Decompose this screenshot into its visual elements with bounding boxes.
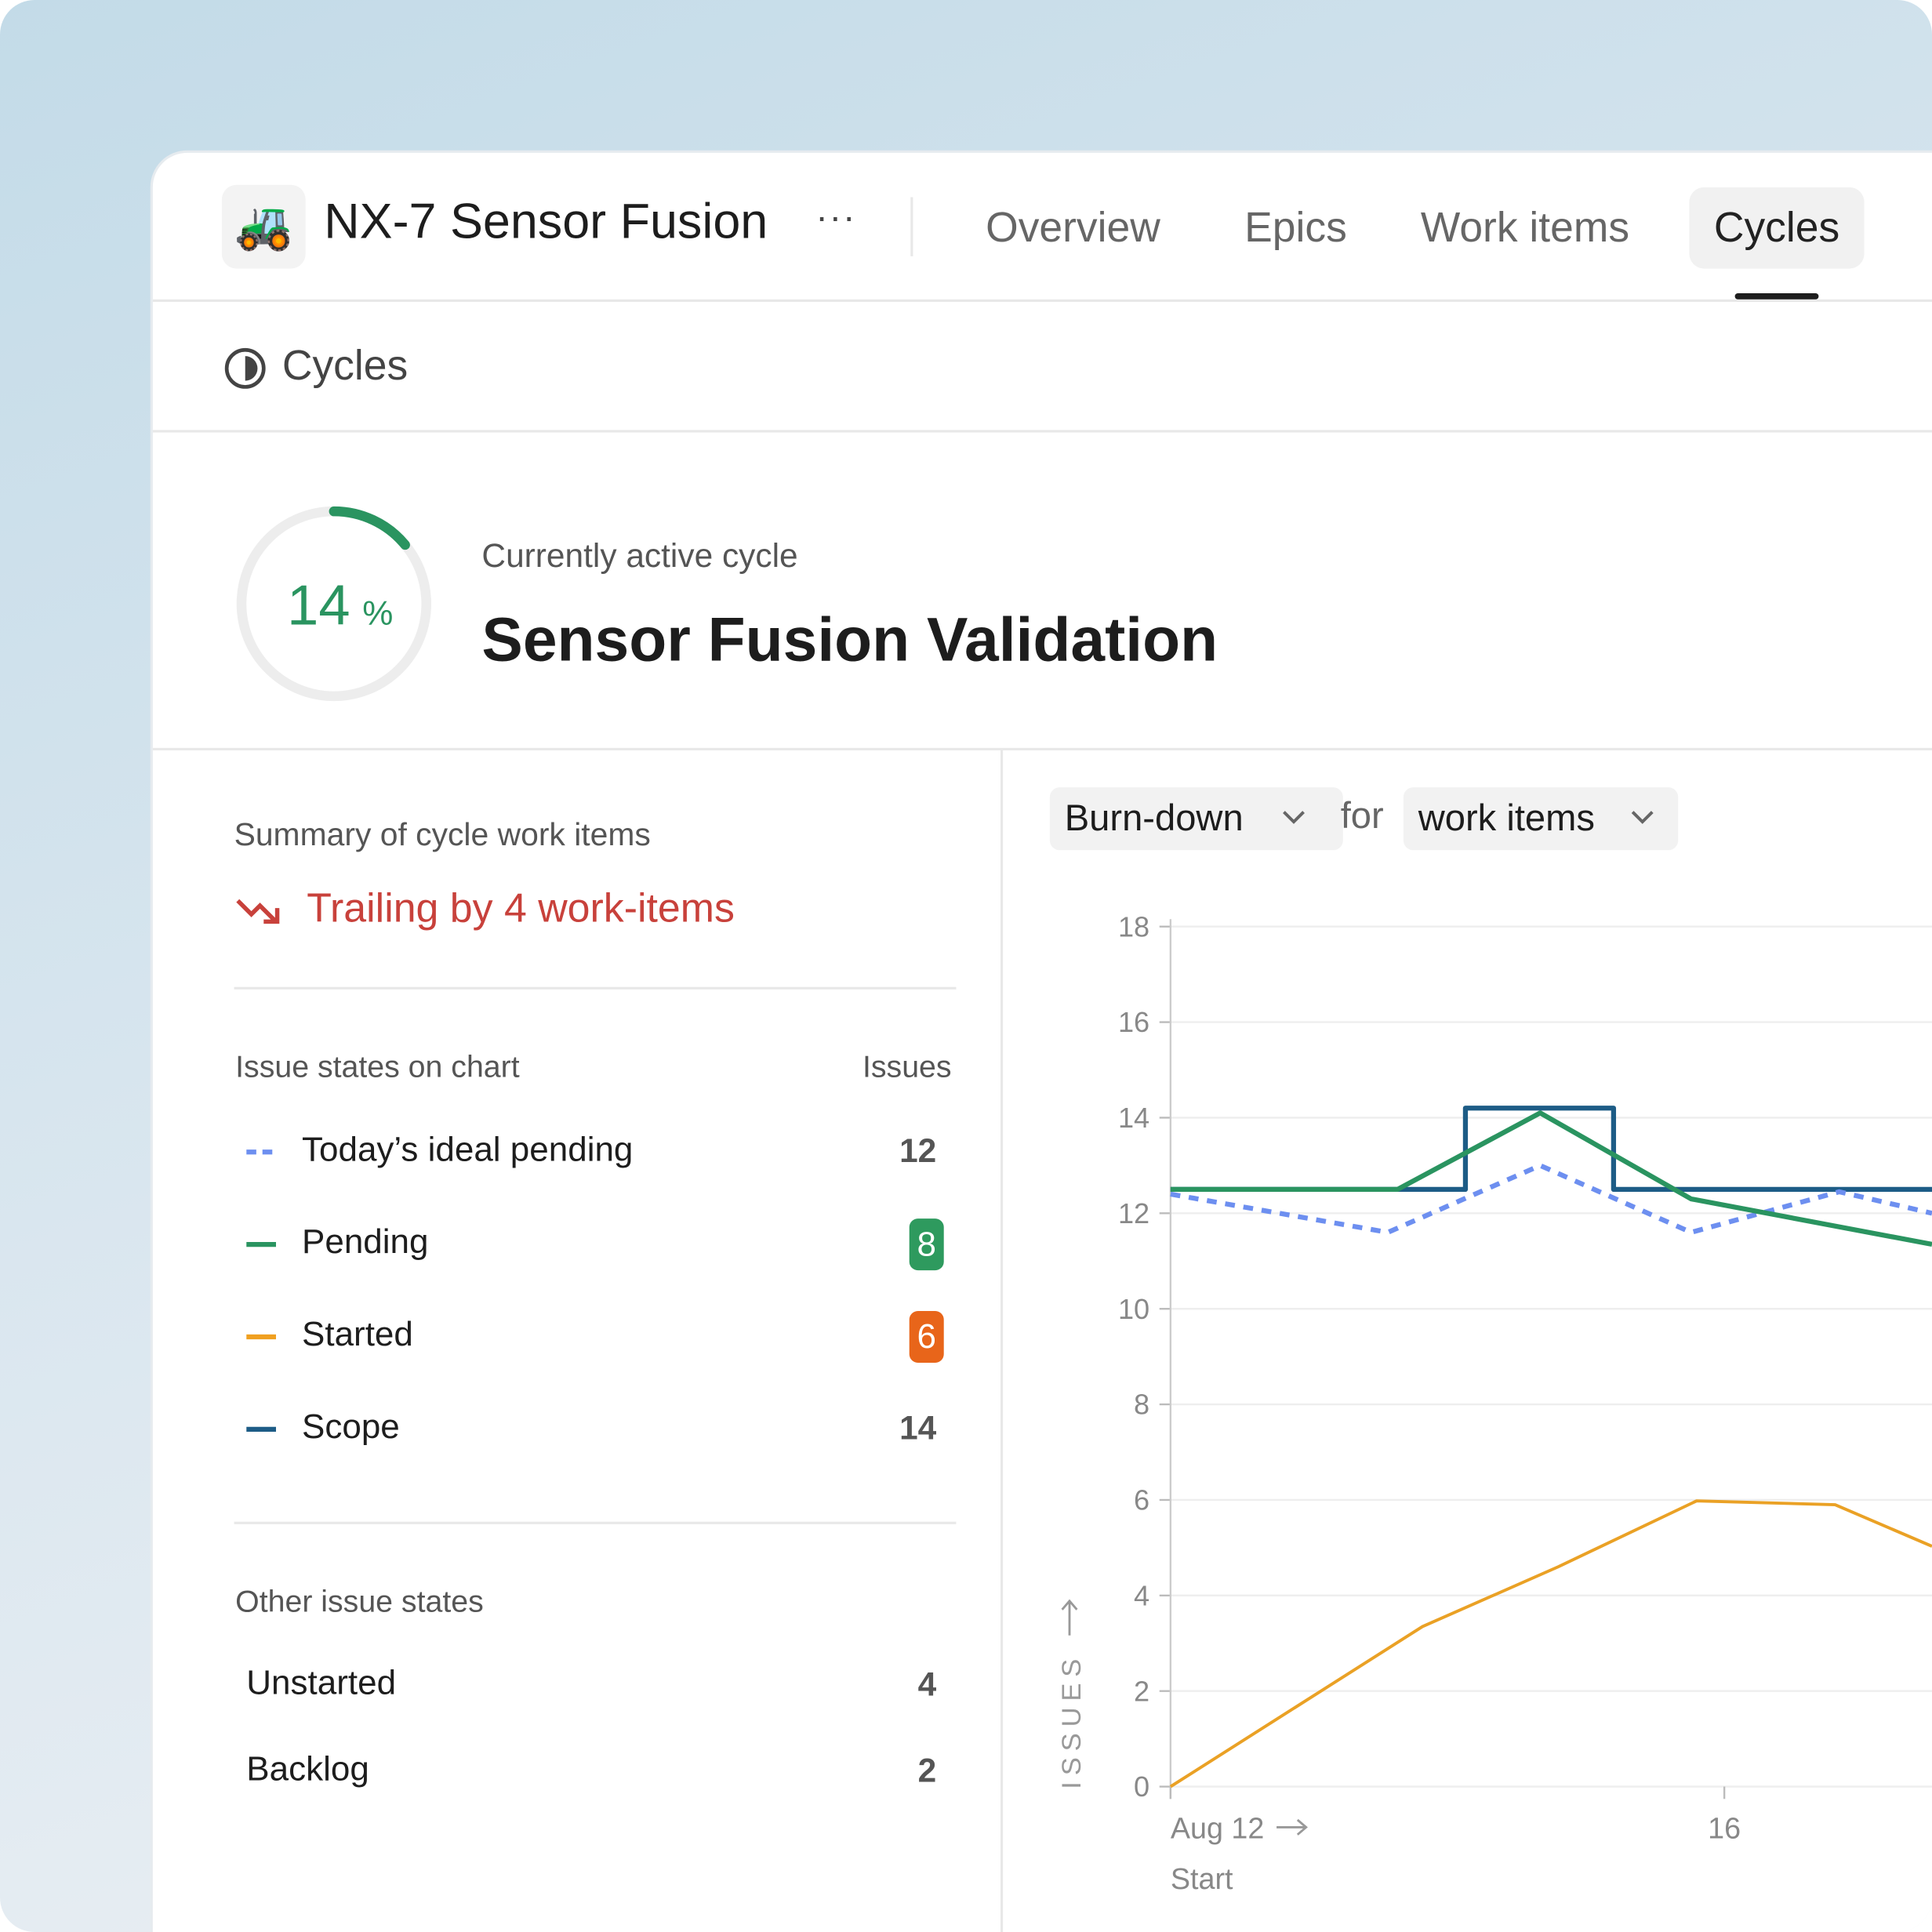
divider <box>152 747 1932 751</box>
y-tick-label: 12 <box>1118 1197 1149 1229</box>
tab[interactable]: Cycles <box>1689 187 1865 269</box>
count-header: Issues <box>862 1049 952 1084</box>
state-count-badge: 6 <box>909 1311 944 1364</box>
status: Trailing by 4 work-items <box>307 884 735 931</box>
header-divider <box>910 197 913 256</box>
y-axis-label: ISSUES <box>1057 1653 1087 1789</box>
legend-marker <box>246 1149 277 1155</box>
state-count: 14 <box>899 1409 937 1447</box>
entity: work items <box>1418 798 1595 840</box>
divider <box>234 1521 957 1524</box>
project-menu[interactable]: ··· <box>815 197 857 238</box>
y-tick-label: 0 <box>1134 1770 1149 1803</box>
state-count: 2 <box>917 1752 937 1789</box>
project-name: NX-7 Sensor Fusion <box>324 194 768 249</box>
y-tick-label: 8 <box>1134 1389 1149 1421</box>
divider <box>152 299 1932 303</box>
chevron <box>1283 811 1305 824</box>
tab[interactable]: Work items <box>1420 204 1630 252</box>
state-count: 12 <box>899 1132 937 1170</box>
joiner: for <box>1340 796 1384 837</box>
app-panel <box>152 152 1932 1932</box>
state-count-badge: 8 <box>909 1218 944 1271</box>
chart-kind-dropdown[interactable]: Burn-down <box>1049 787 1343 851</box>
project-icon: 🚜 <box>221 184 306 269</box>
state-name: Scope <box>302 1407 400 1446</box>
y-tick-label: 14 <box>1118 1102 1149 1134</box>
series-line <box>1169 1499 1932 1789</box>
cycle-name: Sensor Fusion Validation <box>481 605 1218 674</box>
chart-kind: Burn-down <box>1064 798 1244 840</box>
trend-icon <box>236 899 280 924</box>
progress-arc <box>329 506 410 550</box>
progress-ring <box>236 506 432 702</box>
state-name: Today’s ideal pending <box>302 1130 634 1168</box>
x-note: Start <box>1171 1862 1233 1895</box>
burndown-chart: 0 2 4 6 8 10 12 14 16 18 Aug 12 Start 16 ISSUES <box>1057 910 1932 1895</box>
x-tick-label: Aug 12 <box>1171 1812 1265 1845</box>
progress-number: 14 <box>287 572 350 637</box>
series-line <box>1170 1106 1932 1193</box>
progress-unit: % <box>362 594 394 633</box>
legend-marker <box>246 1334 277 1340</box>
state-name: Unstarted <box>246 1663 397 1702</box>
x-tick-label: 16 <box>1708 1812 1741 1845</box>
entity-dropdown[interactable]: work items <box>1403 787 1679 851</box>
series-line <box>1170 1110 1932 1247</box>
cycles-icon <box>224 347 266 389</box>
y-tick-label: 6 <box>1134 1484 1149 1516</box>
y-tick-label: 16 <box>1118 1006 1149 1038</box>
legend-marker <box>246 1426 277 1433</box>
chevron <box>1631 811 1654 824</box>
state-count: 4 <box>917 1665 937 1703</box>
y-tick-label: 4 <box>1134 1579 1149 1611</box>
state-name: Backlog <box>246 1749 369 1789</box>
summary-title: Summary of cycle work items <box>234 815 651 853</box>
series-line <box>1170 1163 1932 1235</box>
active-tab-indicator <box>1734 293 1819 300</box>
states-header: Issue states on chart <box>235 1049 520 1084</box>
arrow <box>1276 1818 1308 1836</box>
y-tick-label: 10 <box>1118 1293 1149 1325</box>
progress-value: 14% <box>287 572 393 638</box>
section-title: Cycles <box>281 342 409 390</box>
y-tick-label: 2 <box>1134 1675 1149 1707</box>
state-name: Pending <box>302 1222 429 1261</box>
state-name: Started <box>302 1314 413 1353</box>
arrow <box>1061 1599 1078 1636</box>
divider <box>234 986 957 990</box>
other-title: Other issue states <box>235 1584 484 1619</box>
cycle-label: Currently active cycle <box>481 537 798 575</box>
divider <box>152 430 1932 433</box>
tab[interactable]: Epics <box>1244 204 1347 252</box>
divider <box>1000 750 1004 1932</box>
tab[interactable]: Overview <box>986 204 1160 252</box>
legend-marker <box>246 1242 277 1247</box>
y-tick-label: 18 <box>1118 910 1149 942</box>
